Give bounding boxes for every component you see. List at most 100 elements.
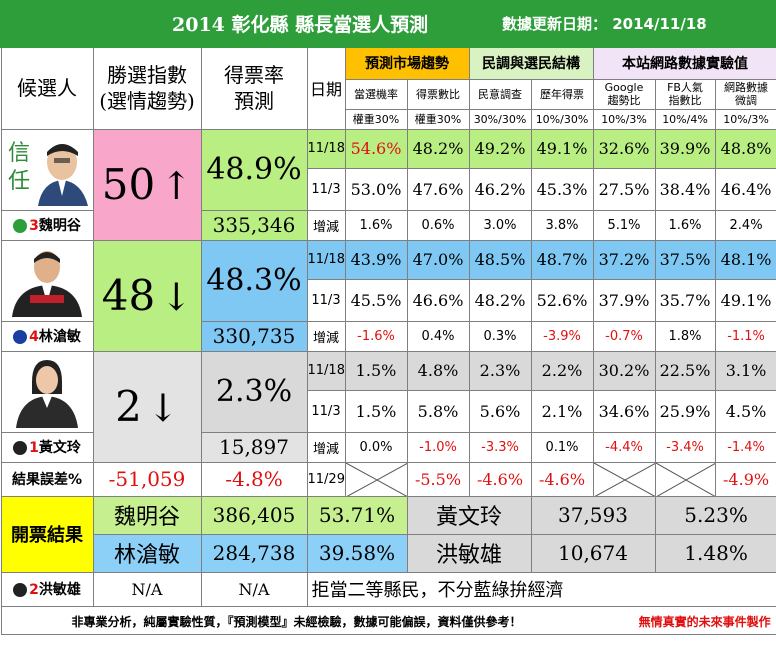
win-index: 48 <box>101 271 156 320</box>
cell: 1.6% <box>344 209 408 241</box>
cell: 1.6% <box>654 209 716 241</box>
weight-4: 10%/3% <box>592 108 656 130</box>
date-label: 增減 <box>306 431 346 463</box>
candidate-name: 黃文玲 <box>38 440 81 456</box>
weight-6: 10%/3% <box>714 108 776 130</box>
cell: 3.0% <box>468 209 532 241</box>
update-date: 數據更新日期： 2014/11/18 <box>502 15 707 33</box>
cell: 49.2% <box>468 128 532 169</box>
avatar <box>0 239 94 322</box>
cell: 46.4% <box>714 167 776 211</box>
cell: 48.7% <box>530 239 594 280</box>
candidate-name-cell: 4林滄敏 <box>0 320 94 352</box>
cell: 48.5% <box>468 239 532 280</box>
date-label: 11/18 <box>306 128 346 169</box>
header-rate-line2: 預測 <box>234 89 274 114</box>
results-label: 開票結果 <box>0 495 94 573</box>
cell: -4.6% <box>468 461 532 497</box>
cell: 45.5% <box>344 278 408 322</box>
col-header-2: 民意調查 <box>468 78 532 110</box>
win-index-cell: 2 ↓ <box>92 350 202 463</box>
cell: 4.5% <box>714 389 776 433</box>
footer: 非專業分析，純屬實驗性質，『預測模型』未經檢驗，數據可能偏誤，資料僅供參考！ 無… <box>0 605 776 635</box>
cell: 49.1% <box>530 128 594 169</box>
date-label: 增減 <box>306 320 346 352</box>
cell: -5.5% <box>406 461 470 497</box>
cell: 1.8% <box>654 320 716 352</box>
cell: 34.6% <box>592 389 656 433</box>
cell: 0.0% <box>344 431 408 463</box>
win-index: 2 <box>115 382 142 431</box>
cell: 2.3% <box>468 350 532 391</box>
candidate-name: 林滄敏 <box>38 329 81 345</box>
col-header-0: 當選機率 <box>344 78 408 110</box>
svg-text:信: 信 <box>8 141 30 166</box>
empty-cross-cell <box>344 461 408 497</box>
cell: 37.5% <box>654 239 716 280</box>
cell: 5.1% <box>592 209 656 241</box>
vote-rate: 2.3% <box>200 350 308 433</box>
cell: -0.7% <box>592 320 656 352</box>
cell: 22.5% <box>654 350 716 391</box>
cell: 47.6% <box>406 167 470 211</box>
col-header-3: 歷年得票 <box>530 78 594 110</box>
error-rate: -4.8% <box>200 461 308 497</box>
cell: -4.9% <box>714 461 776 497</box>
candidate-name: 洪敏雄 <box>38 582 81 598</box>
candidate-number: 4 <box>29 329 39 345</box>
disclaimer: 非專業分析，純屬實驗性質，『預測模型』未經檢驗，數據可能偏誤，資料僅供參考！ <box>71 614 522 629</box>
dpp-party-icon <box>13 219 28 233</box>
credit: 無情真實的未來事件製作 <box>638 614 771 629</box>
result-pct-2: 5.23% <box>654 495 776 535</box>
cell: 47.0% <box>406 239 470 280</box>
cell: 48.2% <box>406 128 470 169</box>
date-label: 11/3 <box>306 389 346 433</box>
date-label: 11/18 <box>306 239 346 280</box>
result-votes: 284,738 <box>200 533 308 573</box>
cell: 38.4% <box>654 167 716 211</box>
date-label: 11/3 <box>306 167 346 211</box>
date-label: 11/3 <box>306 278 346 322</box>
header-index-line2: (選情趨勢) <box>99 89 195 114</box>
cell: 37.9% <box>592 278 656 322</box>
win-index: 50 <box>101 160 156 209</box>
cell: 27.5% <box>592 167 656 211</box>
cell: 5.8% <box>406 389 470 433</box>
result-votes-2: 10,674 <box>530 533 656 573</box>
result-name: 魏明谷 <box>92 495 202 535</box>
candidate-photo-huang <box>2 352 92 428</box>
trend-up-icon: ↑ <box>160 164 193 208</box>
header-index: 勝選指數 (選情趨勢) <box>92 46 202 130</box>
candidate-number: 2 <box>29 582 39 598</box>
trend-down-icon: ↓ <box>160 275 193 319</box>
cell: 1.5% <box>344 350 408 391</box>
cell: -1.1% <box>714 320 776 352</box>
candidate-name-cell: 1黃文玲 <box>0 431 94 463</box>
slogan: 拒當二等縣民，不分藍綠拚經濟 <box>306 571 776 607</box>
result-name: 林滄敏 <box>92 533 202 573</box>
cell: -3.9% <box>530 320 594 352</box>
result-name-2: 洪敏雄 <box>406 533 532 573</box>
result-pct: 39.58% <box>306 533 408 573</box>
header-date: 日期 <box>306 46 346 130</box>
weight-2: 30%/30% <box>468 108 532 130</box>
win-index-cell: 48 ↓ <box>92 239 202 352</box>
vote-count: 335,346 <box>200 209 308 241</box>
candidate-photo-lin <box>2 241 92 317</box>
trend-down-icon: ↓ <box>146 386 179 430</box>
cell: 30.2% <box>592 350 656 391</box>
weight-0: 權重30% <box>344 108 408 130</box>
header-group-web: 本站網路數據實驗值 <box>592 46 776 80</box>
header-group-market: 預測市場趨勢 <box>344 46 470 80</box>
cell: 0.1% <box>530 431 594 463</box>
header-group-survey: 民調與選民結構 <box>468 46 594 80</box>
cell: -1.6% <box>344 320 408 352</box>
cell: 37.2% <box>592 239 656 280</box>
cell: 3.8% <box>530 209 594 241</box>
col-header-1: 得票數比 <box>406 78 470 110</box>
cell: 25.9% <box>654 389 716 433</box>
cell: 1.5% <box>344 389 408 433</box>
cell: -1.4% <box>714 431 776 463</box>
empty-cross-cell <box>654 461 716 497</box>
independent-party-icon <box>13 441 28 455</box>
